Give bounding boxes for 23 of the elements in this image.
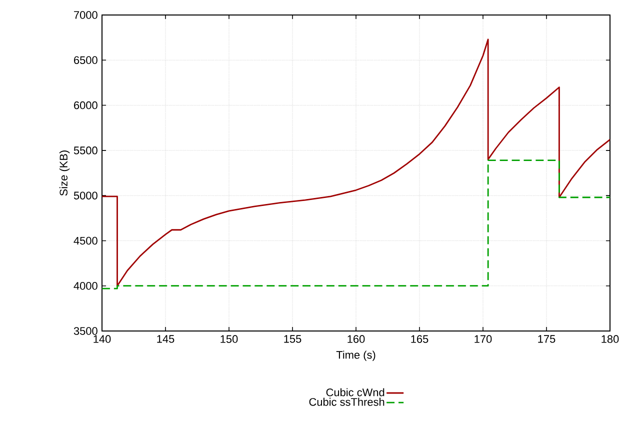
x-tick-label: 160 (348, 335, 365, 343)
x-tick-label: 150 (220, 335, 238, 343)
x-tick-label: 165 (411, 335, 428, 343)
legend-label: Cubic ssThresh (309, 398, 384, 406)
y-tick-label: 3500 (74, 327, 98, 335)
y-tick-label: 7000 (74, 11, 98, 19)
line-series (102, 160, 610, 290)
y-tick-label: 5500 (74, 146, 98, 154)
x-tick-label: 175 (538, 335, 556, 343)
y-tick-label: 4500 (74, 236, 98, 245)
legend-label: Cubic cWnd (326, 388, 384, 396)
y-tick-label: 5000 (74, 192, 98, 200)
x-tick-label: 170 (474, 335, 492, 343)
x-tick-label: 145 (157, 335, 174, 343)
y-axis-title: Size (KB) (59, 150, 70, 196)
x-axis-title: Time (s) (336, 350, 376, 361)
x-tick-label: 155 (284, 335, 302, 343)
line-series (102, 38, 610, 287)
y-tick-label: 6000 (74, 101, 98, 110)
y-tick-label: 6500 (74, 56, 98, 64)
x-tick-label: 180 (602, 335, 619, 343)
y-tick-label: 4000 (74, 282, 98, 290)
x-tick-label: 140 (94, 335, 111, 343)
